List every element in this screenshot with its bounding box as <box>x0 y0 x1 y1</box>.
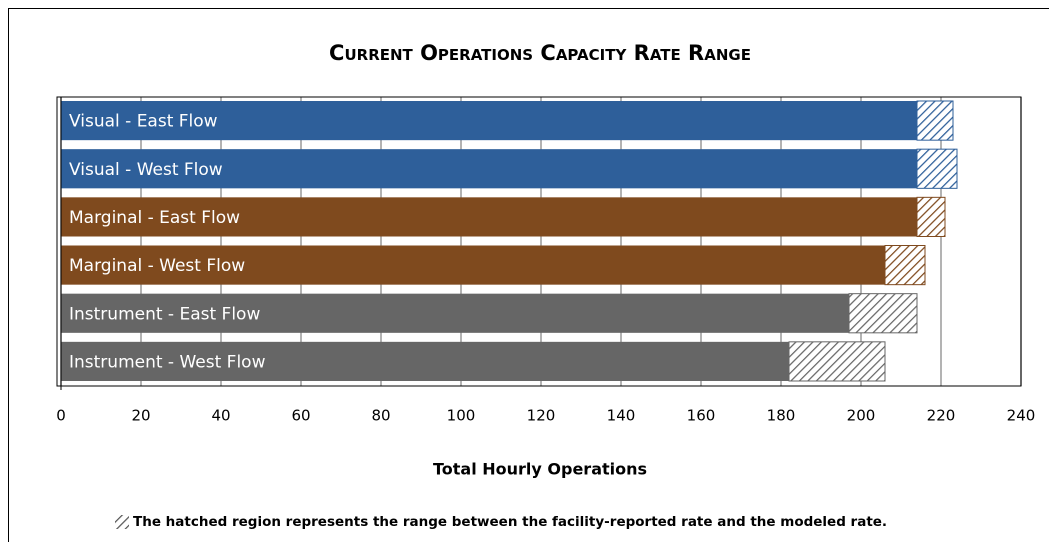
x-tick-label: 100 <box>447 407 476 425</box>
category-label: Visual - East Flow <box>69 112 218 132</box>
hatched-bar-segment <box>884 245 926 286</box>
x-tick-label: 20 <box>131 407 150 425</box>
chart-title: Current Operations Capacity Rate Range <box>329 41 751 65</box>
x-tick-label: 40 <box>211 407 230 425</box>
hatched-bar-segment <box>916 100 954 141</box>
note-icon <box>115 515 129 529</box>
note: The hatched region represents the range … <box>133 514 887 530</box>
frame <box>8 8 1049 542</box>
category-label: Instrument - West Flow <box>69 352 266 372</box>
bar-segment <box>61 293 849 333</box>
x-tick-label: 0 <box>56 407 66 425</box>
category-label: Marginal - East Flow <box>69 208 240 228</box>
x-tick-label: 180 <box>767 407 796 425</box>
hatched-bar-segment <box>916 148 958 189</box>
bar-segment <box>61 341 789 381</box>
x-tick-label: 240 <box>1007 407 1036 425</box>
x-tick-label: 80 <box>371 407 390 425</box>
bar-segment <box>61 245 885 285</box>
category-label: Visual - West Flow <box>69 160 223 180</box>
x-tick-label: 200 <box>847 407 876 425</box>
bar-segment <box>61 101 917 141</box>
x-tick-label: 220 <box>927 407 956 425</box>
bar-segment <box>61 149 917 189</box>
category-label: Marginal - West Flow <box>69 256 245 276</box>
x-axis-label: Total Hourly Operations <box>433 460 647 479</box>
x-tick-label: 160 <box>687 407 716 425</box>
x-tick-label: 120 <box>527 407 556 425</box>
category-label: Instrument - East Flow <box>69 304 260 324</box>
hatched-bar-segment <box>788 341 886 382</box>
bar-segment <box>61 197 917 237</box>
hatched-bar-segment <box>916 196 946 237</box>
x-tick-label: 60 <box>291 407 310 425</box>
hatched-bar-segment <box>848 293 918 334</box>
x-tick-label: 140 <box>607 407 636 425</box>
